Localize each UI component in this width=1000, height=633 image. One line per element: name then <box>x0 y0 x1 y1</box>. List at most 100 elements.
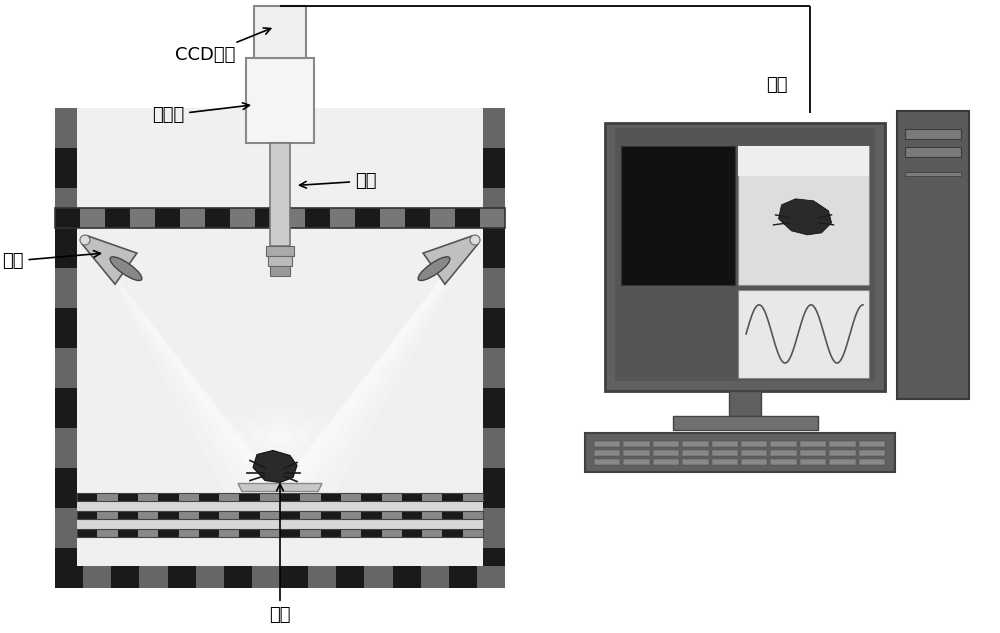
Bar <box>158 492 179 501</box>
Bar <box>421 566 449 588</box>
Bar <box>483 188 505 228</box>
Bar <box>341 529 361 537</box>
Bar <box>621 146 735 285</box>
Ellipse shape <box>215 405 345 470</box>
Bar <box>829 450 856 456</box>
Bar <box>300 529 321 537</box>
Ellipse shape <box>252 423 308 451</box>
Bar <box>308 566 336 588</box>
Bar <box>80 208 105 228</box>
Bar <box>712 441 738 447</box>
Bar <box>382 510 402 519</box>
Bar <box>483 468 505 508</box>
Bar <box>594 450 620 456</box>
Bar <box>77 492 97 501</box>
Bar <box>483 108 505 148</box>
Bar <box>364 566 392 588</box>
Bar <box>770 459 797 465</box>
Bar <box>300 510 321 519</box>
Polygon shape <box>253 451 297 482</box>
Bar <box>829 459 856 465</box>
Bar <box>168 566 196 588</box>
Bar <box>729 391 761 416</box>
Bar <box>55 308 77 348</box>
Bar <box>738 146 869 177</box>
Bar <box>712 459 738 465</box>
Bar <box>341 510 361 519</box>
Bar <box>77 529 97 537</box>
Bar <box>246 58 314 143</box>
Bar <box>239 510 260 519</box>
Bar <box>105 208 130 228</box>
Bar <box>623 450 650 456</box>
Polygon shape <box>87 236 282 492</box>
Bar <box>260 529 280 537</box>
Bar <box>480 208 505 228</box>
Bar <box>178 510 199 519</box>
Bar <box>254 6 306 58</box>
Bar <box>859 441 885 447</box>
Bar <box>55 348 77 388</box>
Bar <box>155 208 180 228</box>
Bar <box>77 510 483 519</box>
Bar <box>270 266 290 276</box>
Bar <box>483 548 505 588</box>
Bar <box>138 529 158 537</box>
Bar <box>382 492 402 501</box>
Bar <box>623 459 650 465</box>
Bar <box>118 492 138 501</box>
Bar <box>178 492 199 501</box>
Bar <box>280 492 300 501</box>
Bar <box>483 348 505 388</box>
Bar <box>859 459 885 465</box>
Bar <box>682 450 709 456</box>
Bar <box>800 459 826 465</box>
Bar <box>77 529 483 537</box>
Bar <box>55 108 77 148</box>
Bar <box>800 450 826 456</box>
Bar <box>605 123 885 391</box>
Bar <box>442 510 463 519</box>
Bar <box>118 529 138 537</box>
Bar <box>477 566 505 588</box>
Bar <box>905 129 961 139</box>
Ellipse shape <box>418 257 450 280</box>
Bar <box>77 492 483 501</box>
Bar <box>653 450 679 456</box>
Bar <box>97 492 118 501</box>
Bar <box>239 492 260 501</box>
Bar <box>442 492 463 501</box>
Bar <box>770 441 797 447</box>
Bar <box>712 450 738 456</box>
Bar <box>402 529 422 537</box>
Bar <box>97 529 118 537</box>
Bar <box>55 388 77 428</box>
Text: 样品: 样品 <box>269 484 291 624</box>
Bar <box>483 268 505 308</box>
Polygon shape <box>423 236 478 284</box>
Bar <box>280 510 300 519</box>
Bar <box>55 548 77 588</box>
Bar <box>219 492 239 501</box>
Bar <box>355 208 380 228</box>
Bar <box>138 492 158 501</box>
Bar <box>594 459 620 465</box>
Bar <box>392 566 421 588</box>
Bar <box>55 188 77 228</box>
Bar <box>55 208 80 228</box>
Bar <box>111 566 139 588</box>
Polygon shape <box>779 199 832 235</box>
Bar <box>682 459 709 465</box>
Bar <box>829 441 856 447</box>
Polygon shape <box>278 236 473 492</box>
Bar <box>77 108 483 566</box>
Bar <box>139 566 168 588</box>
Bar <box>682 441 709 447</box>
Bar <box>382 529 402 537</box>
Bar <box>280 566 308 588</box>
Bar <box>594 441 620 447</box>
Bar <box>422 529 442 537</box>
Bar <box>361 492 382 501</box>
Bar <box>255 208 280 228</box>
Bar <box>97 510 118 519</box>
